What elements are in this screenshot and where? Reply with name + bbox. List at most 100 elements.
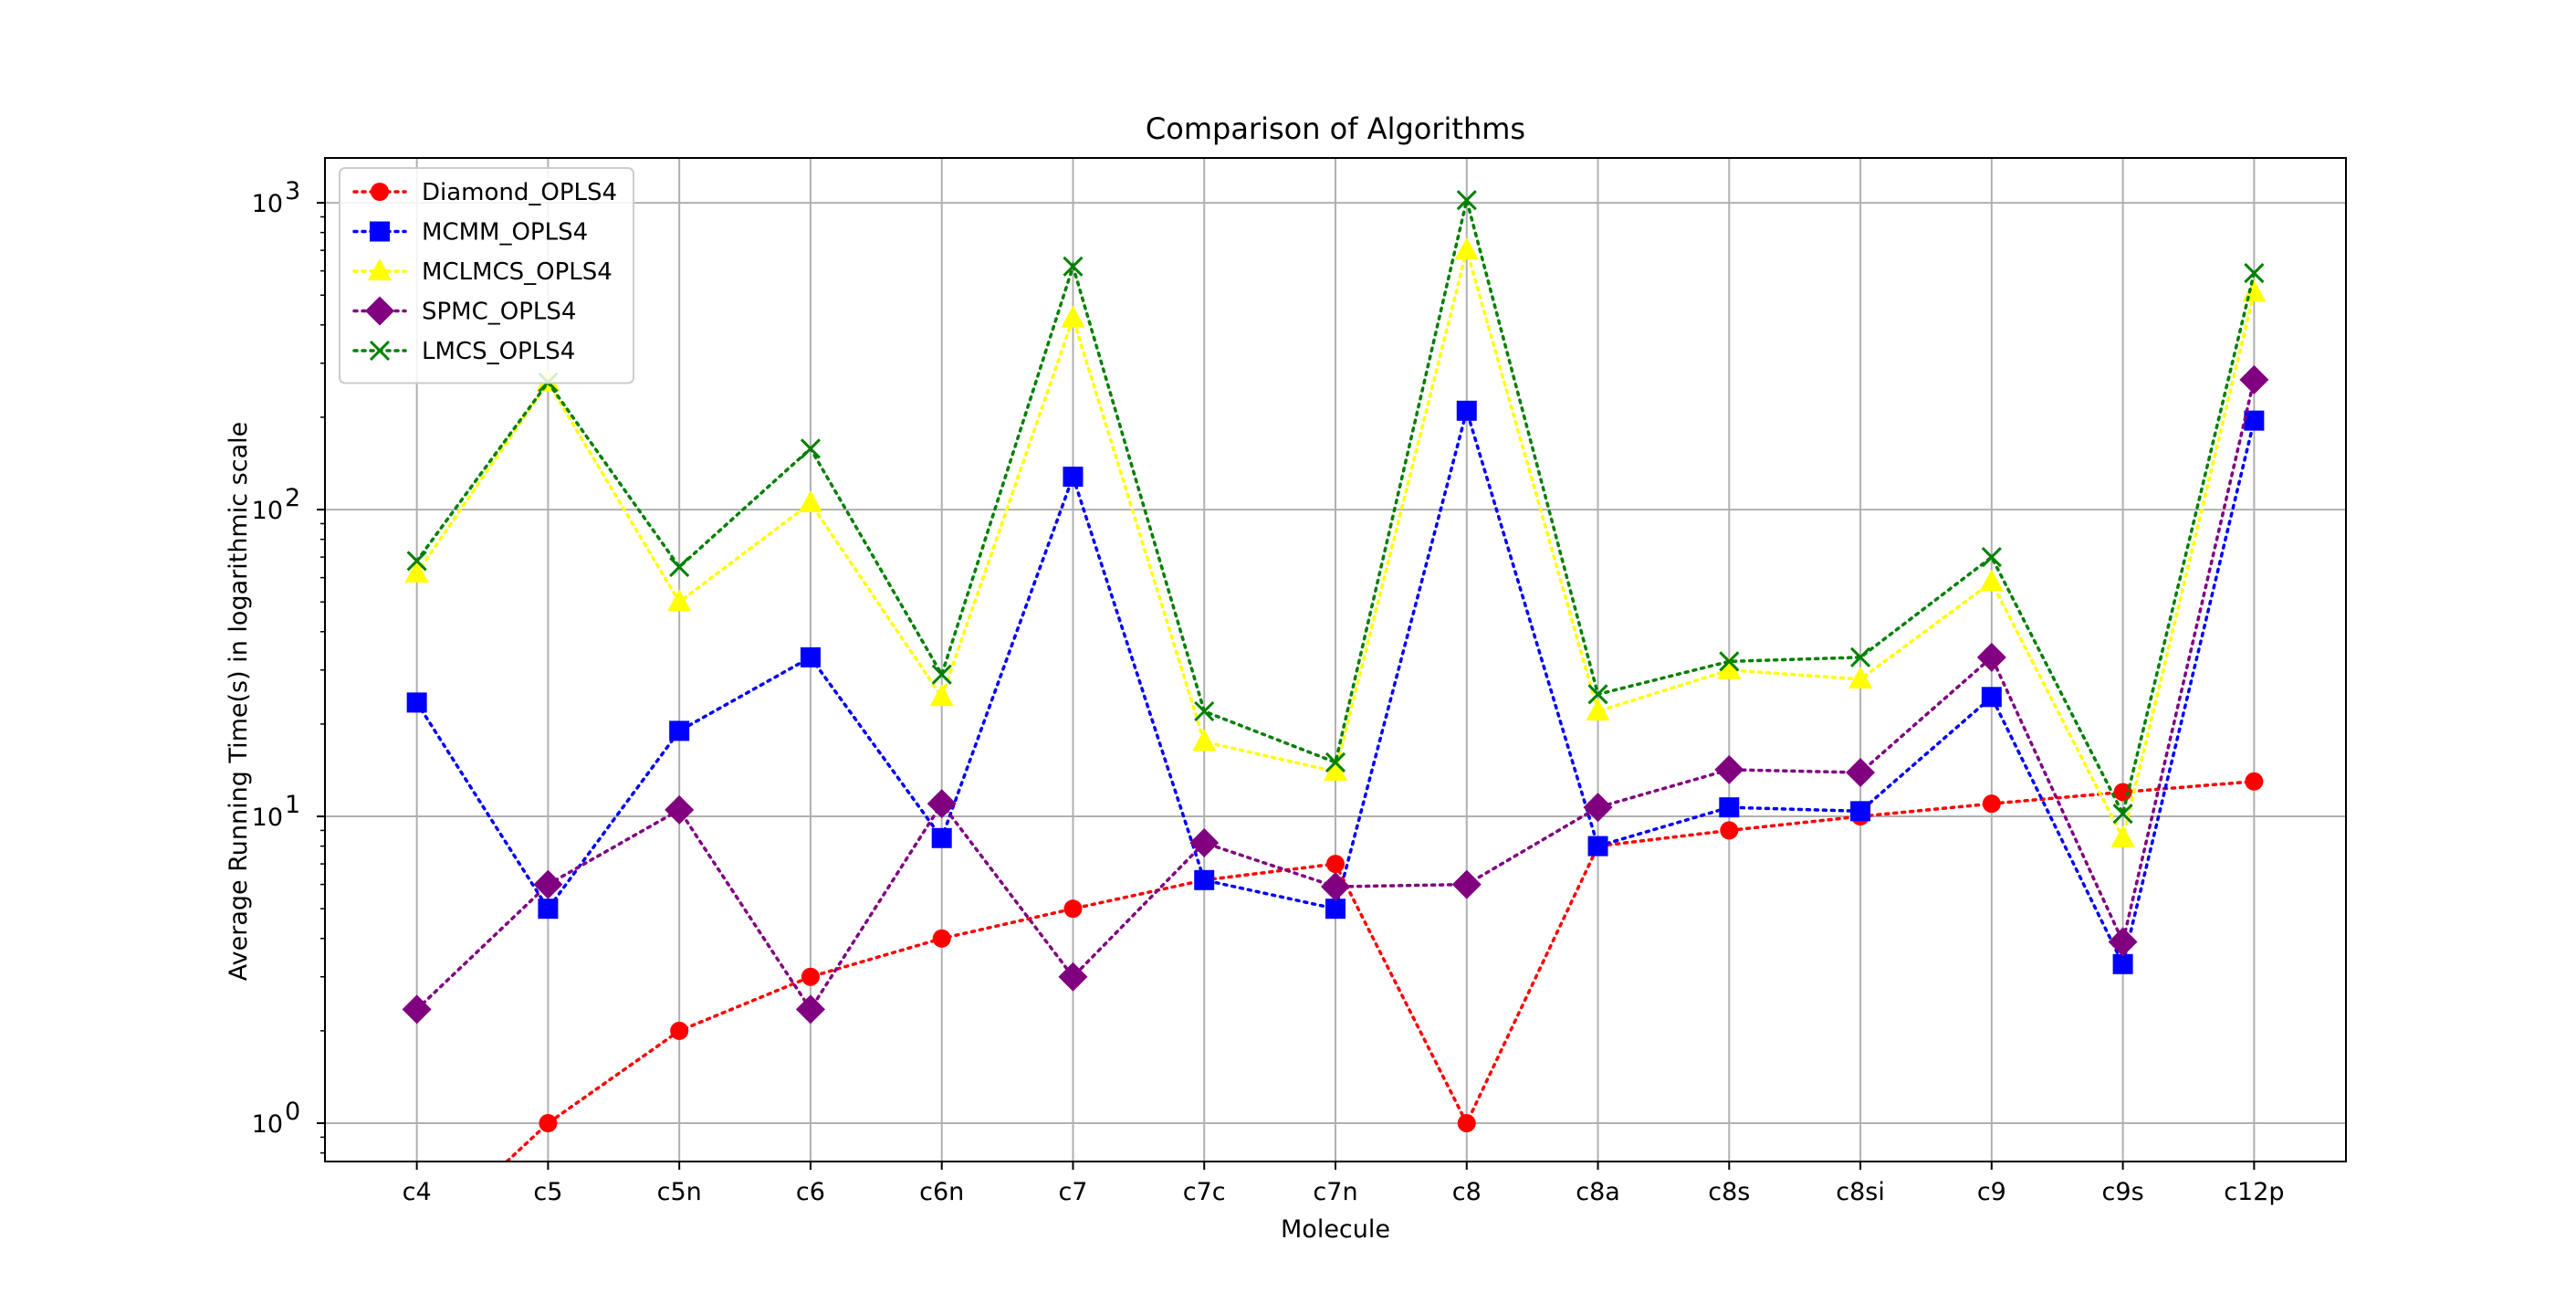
- data-point: [2108, 927, 2138, 957]
- y-tick-exponent: 3: [285, 177, 300, 205]
- data-point: [927, 789, 957, 819]
- data-point: [406, 551, 427, 572]
- legend-label: MCLMCS_OPLS4: [422, 258, 613, 286]
- series-spmc_opls4: [402, 364, 2269, 1025]
- data-point: [1325, 899, 1346, 920]
- data-point: [2244, 410, 2265, 431]
- y-tick-label: 10: [252, 190, 283, 218]
- x-tick-label: c4: [403, 1178, 432, 1206]
- data-point: [932, 929, 951, 948]
- x-tick-label: c8: [1452, 1178, 1482, 1206]
- data-point: [1719, 797, 1740, 818]
- data-point: [798, 489, 822, 512]
- data-point: [1324, 758, 1347, 781]
- data-point: [2112, 953, 2133, 974]
- series-mcmm_opls4: [406, 400, 2265, 974]
- legend-entry: MCMM_OPLS4: [352, 219, 588, 247]
- legend-marker: [371, 183, 389, 201]
- data-point: [1982, 794, 2001, 814]
- data-point: [1063, 899, 1083, 919]
- x-axis-label: Molecule: [1281, 1215, 1390, 1244]
- x-tick-label: c7c: [1183, 1178, 1226, 1206]
- y-tick-exponent: 1: [285, 791, 300, 819]
- data-point: [1058, 962, 1088, 992]
- legend-marker: [365, 296, 394, 326]
- x-tick-label: c6: [796, 1178, 825, 1206]
- legend-entry: MCLMCS_OPLS4: [352, 258, 613, 286]
- data-point: [1714, 754, 1744, 784]
- legend-label: LMCS_OPLS4: [422, 338, 575, 365]
- data-point: [1981, 687, 2002, 708]
- data-point: [2110, 825, 2135, 847]
- x-tick-label: c5n: [657, 1178, 702, 1206]
- x-tick-label: c5: [533, 1178, 562, 1206]
- data-point: [539, 1114, 558, 1133]
- data-point: [533, 869, 563, 899]
- y-tick-label: 10: [252, 1110, 283, 1139]
- data-point: [1063, 467, 1084, 488]
- data-point: [1326, 855, 1345, 874]
- legend-entry: Diamond_OPLS4: [352, 179, 617, 206]
- data-point: [1717, 657, 1742, 679]
- axes: c4 c5 c5n c6 c6n c7 c7c c7n c8 c8a c8s c8si c9 c9s c12…: [252, 157, 2347, 1206]
- legend-marker: [369, 340, 391, 362]
- data-point: [1720, 821, 1739, 840]
- legend: Diamond_OPLS4 MCMM_OPLS4 MCLMCS_OPLS4 SPMC_…: [339, 167, 634, 384]
- x-tick-label: c7n: [1313, 1178, 1357, 1206]
- legend-entry: LMCS_OPLS4: [352, 338, 575, 365]
- data-point: [1583, 793, 1613, 823]
- data-point: [1194, 700, 1215, 722]
- data-point: [2112, 804, 2133, 825]
- data-point: [669, 556, 690, 577]
- data-point: [1850, 801, 1871, 822]
- data-point: [1846, 757, 1876, 787]
- series-layer: [402, 190, 2269, 1255]
- data-point: [408, 1236, 426, 1255]
- legend-marker: [370, 221, 390, 242]
- data-point: [1587, 836, 1608, 857]
- legend-box: [339, 167, 634, 384]
- y-tick-exponent: 2: [285, 484, 300, 512]
- data-point: [1061, 305, 1085, 328]
- data-point: [1456, 190, 1477, 211]
- x-tick-label: c8s: [1708, 1178, 1750, 1206]
- data-point: [669, 720, 690, 741]
- data-point: [931, 664, 952, 685]
- x-tick-label: c12p: [2224, 1178, 2284, 1206]
- data-point: [670, 1021, 689, 1040]
- series-line: [414, 199, 2257, 819]
- legend-label: Diamond_OPLS4: [422, 179, 617, 206]
- data-point: [404, 560, 429, 583]
- data-point: [1850, 646, 1871, 668]
- data-point: [795, 994, 825, 1025]
- legend-marker: [368, 258, 392, 280]
- x-tick-label: c8a: [1576, 1178, 1620, 1206]
- y-tick-exponent: 0: [285, 1098, 300, 1126]
- data-point: [1981, 547, 2002, 568]
- data-point: [1454, 237, 1479, 260]
- x-tick-label: c7: [1058, 1178, 1087, 1206]
- data-point: [1848, 666, 1873, 689]
- data-point: [1325, 752, 1346, 773]
- data-point: [1189, 828, 1220, 858]
- data-point: [665, 794, 695, 825]
- data-point: [800, 646, 821, 668]
- data-point: [2245, 772, 2264, 791]
- data-point: [929, 684, 954, 707]
- data-point: [538, 899, 559, 920]
- x-tick-label: c8si: [1836, 1178, 1885, 1206]
- x-tick-label: c6n: [919, 1178, 964, 1206]
- data-point: [1457, 1114, 1476, 1133]
- data-point: [1587, 684, 1608, 705]
- y-tick-label: 10: [252, 804, 283, 832]
- legend-label: SPMC_OPLS4: [422, 299, 576, 326]
- y-axis-label: Average Running Time(s) in logarithmic s…: [225, 422, 253, 981]
- data-point: [1979, 569, 2004, 592]
- series-lmcs_opls4: [406, 190, 2265, 825]
- data-point: [1192, 729, 1217, 752]
- data-point: [1719, 651, 1740, 672]
- legend-label: MCMM_OPLS4: [422, 219, 588, 247]
- chart-title: Comparison of Algorithms: [1146, 111, 1525, 146]
- data-point: [2239, 364, 2269, 394]
